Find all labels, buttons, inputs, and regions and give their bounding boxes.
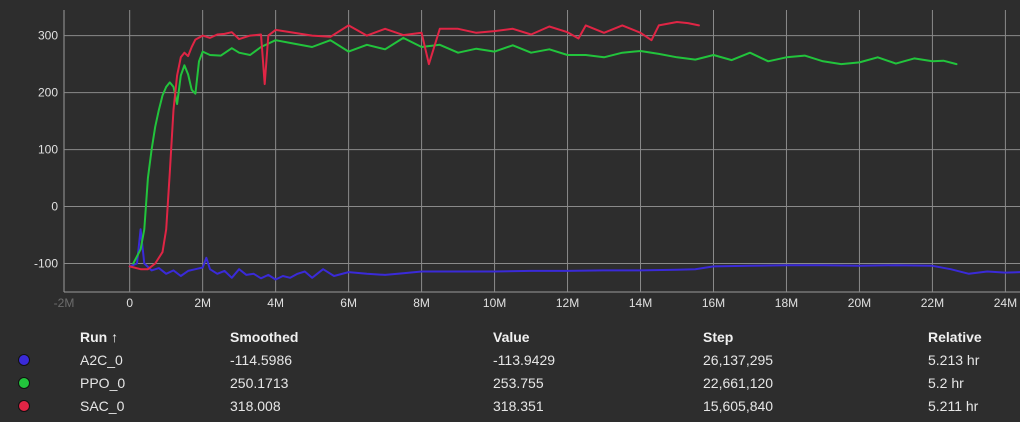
x-tick-label: 2M: [194, 296, 211, 310]
chart-grid: [63, 10, 1020, 293]
run-name: SAC_0: [80, 398, 125, 414]
y-tick-label: 100: [38, 143, 58, 157]
y-tick-label: 200: [38, 86, 58, 100]
x-tick-label: 4M: [267, 296, 284, 310]
x-axis-labels: -2M 0 2M 4M 6M 8M 10M 12M 14M 16M 18M 20M 22M 24M: [54, 296, 1017, 310]
relative-time: 5.2 hr: [928, 375, 964, 391]
x-tick-label: -2M: [54, 296, 75, 310]
chart-plot[interactable]: -100 0 100 200 300 -2M 0 2M 4M 6M 8M 10M 12M 14M 16M 1…: [0, 0, 1020, 318]
run-color-swatch: [18, 377, 30, 389]
x-tick-label: 6M: [340, 296, 357, 310]
x-tick-label: 10M: [483, 296, 506, 310]
series-line-sac-0: [128, 21, 700, 271]
step-value: 15,605,840: [703, 398, 774, 414]
run-color-swatch: [18, 400, 30, 412]
y-tick-label: -100: [34, 257, 58, 271]
run-data-table: Run ↑ Smoothed Value Step Relative A2C_0…: [0, 318, 1020, 422]
smoothed-value: -114.5986: [230, 352, 293, 368]
table-header: Run ↑ Smoothed Value Step Relative: [0, 320, 1020, 345]
y-tick-label: 0: [51, 200, 58, 214]
series-line-a2c-0: [128, 228, 1020, 281]
x-tick-label: 20M: [848, 296, 871, 310]
x-tick-label: 14M: [629, 296, 652, 310]
header-run[interactable]: Run ↑: [80, 329, 119, 345]
raw-value: 318.351: [493, 398, 544, 414]
header-smoothed: Smoothed: [230, 329, 299, 345]
header-value: Value: [493, 329, 530, 345]
x-tick-label: 0: [126, 296, 133, 310]
chart-series: [128, 21, 1020, 281]
step-value: 26,137,295: [703, 352, 774, 368]
smoothed-value: 318.008: [230, 398, 281, 414]
table-row[interactable]: SAC_0 318.008 318.351 15,605,840 5.211 h…: [0, 394, 1020, 416]
x-tick-label: 18M: [775, 296, 798, 310]
y-tick-label: 300: [38, 29, 58, 43]
relative-time: 5.213 hr: [928, 352, 980, 368]
run-color-swatch: [18, 354, 30, 366]
relative-time: 5.211 hr: [928, 398, 979, 414]
header-relative: Relative: [928, 329, 982, 345]
table-row[interactable]: PPO_0 250.1713 253.755 22,661,120 5.2 hr: [0, 371, 1020, 393]
x-tick-label: 22M: [921, 296, 944, 310]
run-name: PPO_0: [80, 375, 126, 391]
x-tick-label: 8M: [413, 296, 430, 310]
table-row[interactable]: A2C_0 -114.5986 -113.9429 26,137,295 5.2…: [0, 348, 1020, 370]
header-step: Step: [703, 329, 734, 345]
raw-value: 253.755: [493, 375, 544, 391]
x-tick-label: 24M: [994, 296, 1017, 310]
series-line-ppo-0: [132, 36, 958, 265]
x-tick-label: 16M: [702, 296, 725, 310]
step-value: 22,661,120: [703, 375, 774, 391]
raw-value: -113.9429: [493, 352, 556, 368]
y-axis-labels: -100 0 100 200 300: [34, 29, 58, 271]
run-name: A2C_0: [80, 352, 123, 368]
smoothed-value: 250.1713: [230, 375, 289, 391]
x-tick-label: 12M: [556, 296, 579, 310]
